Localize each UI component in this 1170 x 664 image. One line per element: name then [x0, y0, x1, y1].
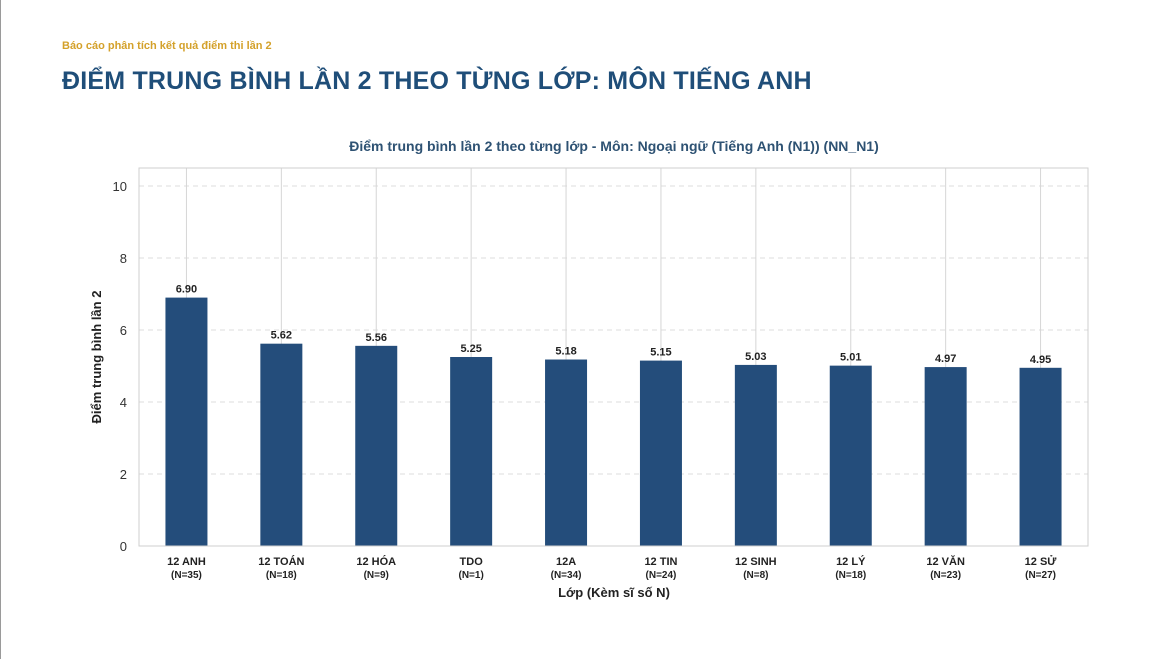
chart-container: Điểm trung bình lần 2 theo từng lớp - Mô… [0, 120, 1170, 659]
x-tick-count: (N=34) [551, 570, 582, 581]
x-tick-label: 12A [556, 556, 576, 568]
y-tick-label: 4 [120, 395, 127, 410]
x-tick-label: TDO [460, 556, 484, 568]
bar-chart: Điểm trung bình lần 2 theo từng lớp - Mô… [89, 138, 1089, 600]
bar-value-label: 5.56 [366, 332, 387, 344]
page-title: ĐIỂM TRUNG BÌNH LẦN 2 THEO TỪNG LỚP: MÔN… [62, 67, 812, 95]
x-tick-count: (N=8) [743, 570, 768, 581]
x-tick-count: (N=1) [459, 570, 484, 581]
bar-value-label: 6.90 [176, 284, 197, 296]
x-tick-label: 12 LÝ [836, 555, 866, 568]
bar [924, 367, 967, 546]
bar [355, 345, 398, 546]
bar-value-label: 5.01 [840, 352, 861, 364]
plot-frame [138, 167, 1089, 547]
y-axis-label: Điểm trung bình lần 2 [89, 291, 104, 424]
bar [829, 365, 872, 546]
bar [1019, 367, 1062, 546]
x-tick-label: 12 ANH [167, 556, 206, 568]
bar-value-label: 4.95 [1030, 354, 1051, 366]
bar [450, 357, 493, 546]
x-tick-count: (N=35) [171, 570, 202, 581]
report-subtitle: Báo cáo phân tích kết quả điểm thi lần 2 [62, 40, 272, 52]
x-tick-label: 12 TIN [644, 556, 677, 568]
bar-value-label: 5.03 [745, 351, 766, 363]
x-tick-label: 12 HÓA [356, 555, 396, 568]
bar-value-label: 5.25 [460, 343, 481, 355]
bar [639, 360, 682, 546]
x-tick-count: (N=18) [266, 570, 297, 581]
y-tick-label: 10 [113, 179, 127, 194]
x-tick-count: (N=27) [1025, 570, 1056, 581]
label-layer: 0 2 4 6 8 10 6.90 12 ANH (N=35) 5.62 12 TOÁN (N=18)… [113, 179, 1058, 581]
x-axis-label: Lớp (Kèm sĩ số N) [558, 585, 670, 600]
bar [260, 343, 303, 546]
bar [545, 359, 588, 546]
x-tick-count: (N=24) [646, 570, 677, 581]
x-tick-label: 12 SINH [735, 556, 777, 568]
bar-value-label: 5.15 [650, 347, 671, 359]
y-tick-label: 8 [120, 251, 127, 266]
bar-value-label: 5.18 [555, 346, 576, 358]
y-tick-label: 2 [120, 467, 127, 482]
page-left-border [0, 0, 1, 659]
y-tick-label: 0 [120, 539, 127, 554]
bar [165, 297, 208, 546]
chart-title: Điểm trung bình lần 2 theo từng lớp - Mô… [349, 138, 879, 154]
bar-value-label: 4.97 [935, 353, 956, 365]
x-tick-label: 12 VĂN [926, 555, 965, 568]
bar-value-label: 5.62 [271, 330, 292, 342]
x-tick-count: (N=18) [835, 570, 866, 581]
x-tick-count: (N=23) [930, 570, 961, 581]
bar [734, 364, 777, 546]
x-tick-label: 12 SỬ [1025, 555, 1058, 568]
x-tick-label: 12 TOÁN [258, 555, 304, 568]
bar-layer [165, 297, 1062, 546]
y-tick-label: 6 [120, 323, 127, 338]
x-tick-count: (N=9) [364, 570, 389, 581]
